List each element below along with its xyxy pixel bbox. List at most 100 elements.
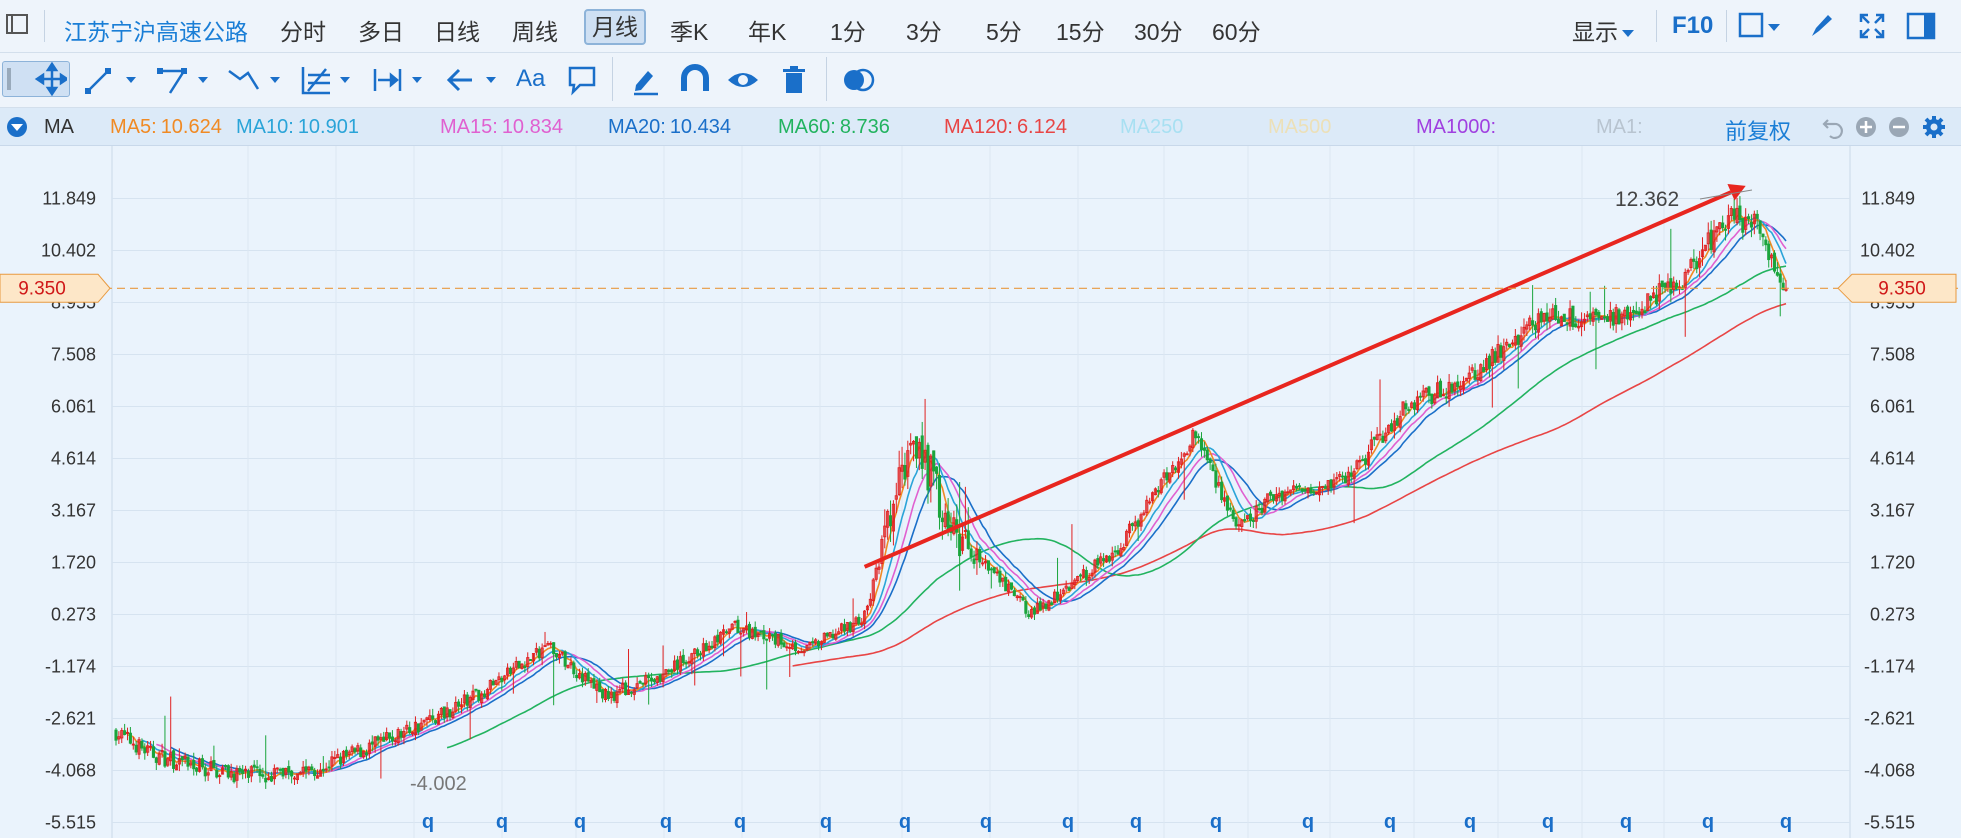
brush-icon[interactable] [1806, 10, 1836, 40]
candle-body [817, 641, 821, 647]
period-tab[interactable]: 月线 [584, 9, 646, 45]
frame-icon[interactable] [1738, 12, 1784, 40]
overlay-tool[interactable] [840, 63, 880, 97]
ma-item[interactable]: MA15: 10.834 [440, 116, 563, 139]
ma-item[interactable]: MA120: 6.124 [944, 116, 1067, 139]
candle-body [1603, 316, 1607, 319]
eye-tool[interactable] [726, 63, 762, 97]
candle-body [909, 442, 913, 446]
candle-body [1597, 311, 1601, 319]
ma-item[interactable]: MA10: 10.901 [236, 116, 359, 139]
magnet-icon [681, 64, 709, 91]
ma-item[interactable]: MA1: [1596, 116, 1647, 139]
candle-body [1194, 431, 1198, 439]
period-tab[interactable]: 分时 [280, 19, 326, 45]
line-tool[interactable] [84, 63, 142, 97]
measure-tool[interactable] [372, 63, 430, 97]
collapse-icon[interactable] [6, 116, 28, 138]
candle-body [601, 689, 605, 699]
candle-body [1637, 311, 1641, 315]
move-tool[interactable] [2, 61, 70, 97]
add-icon[interactable] [1856, 117, 1876, 137]
f10-button[interactable]: F10 [1672, 12, 1714, 39]
ma-item[interactable]: MA5: 10.624 [110, 116, 222, 139]
settings-gear-icon[interactable] [1923, 116, 1945, 138]
candle-body [1669, 278, 1673, 294]
candle-body [624, 682, 628, 696]
remove-icon[interactable] [1889, 117, 1909, 137]
candle-body [1015, 595, 1019, 599]
wave-tool[interactable] [226, 63, 286, 97]
comment-tool[interactable] [566, 63, 600, 97]
candle-body [1617, 309, 1621, 325]
candle-body [1197, 436, 1201, 439]
pen-tool[interactable] [630, 63, 664, 97]
candle-body [837, 631, 841, 635]
period-tab[interactable]: 3分 [906, 19, 942, 45]
candle-body [269, 775, 274, 782]
candle-body [1018, 596, 1022, 599]
fullscreen-icon[interactable] [1858, 12, 1886, 40]
ma-item[interactable]: MA500 [1268, 116, 1335, 139]
candle-body [929, 455, 933, 487]
candle-body [520, 663, 524, 669]
candle-body [661, 673, 665, 682]
candle-body [719, 631, 723, 644]
reset-icon[interactable] [1822, 119, 1843, 139]
candle-body [341, 751, 346, 763]
candle-body [1482, 367, 1486, 373]
candle-body [554, 652, 559, 658]
arrow-tool[interactable] [446, 63, 504, 97]
candle-body [488, 679, 492, 690]
period-tab[interactable]: 日线 [434, 19, 480, 45]
period-tab[interactable]: 15分 [1056, 19, 1105, 45]
ma-item[interactable]: MA60: 8.736 [778, 116, 890, 139]
candle-body [1113, 550, 1117, 553]
candle-body [860, 622, 864, 626]
candle-body [981, 562, 985, 565]
period-tab[interactable]: 周线 [512, 19, 558, 45]
sidebar-toggle-icon[interactable] [6, 14, 28, 34]
candle-body [1248, 513, 1252, 522]
text-tool[interactable]: Aa [516, 65, 546, 92]
candle-body [180, 756, 184, 761]
period-tab[interactable]: 年K [748, 19, 787, 45]
period-tab[interactable]: 多日 [358, 19, 404, 45]
period-tab[interactable]: 5分 [986, 19, 1022, 45]
candle-body [874, 567, 878, 580]
magnet-tool[interactable] [678, 63, 712, 97]
stock-name[interactable]: 江苏宁沪高速公路 [64, 19, 248, 45]
candle-body [1375, 434, 1379, 441]
period-tab[interactable]: 30分 [1134, 19, 1183, 45]
overlay-icon [844, 68, 875, 92]
period-tab[interactable]: 季K [670, 19, 709, 45]
candle-body [1761, 233, 1765, 238]
candle-body [1732, 208, 1736, 220]
period-tab[interactable]: 60分 [1212, 19, 1261, 45]
candle-body [966, 530, 970, 549]
adjust-mode[interactable]: 前复权 [1725, 119, 1792, 144]
ma-indicator-label[interactable]: MA [44, 116, 74, 138]
candle-body [595, 683, 599, 691]
ma-item[interactable]: MA20: 10.434 [608, 116, 731, 139]
price-chart[interactable]: 11.84910.4028.9557.5086.0614.6143.1671.7… [0, 146, 1961, 838]
candle-body [339, 756, 343, 765]
trash-tool[interactable] [778, 63, 812, 97]
candle-body [376, 736, 380, 741]
candle-body [223, 764, 227, 767]
candle-body [128, 732, 132, 744]
polyline-tool[interactable] [156, 63, 214, 97]
ma-item[interactable]: MA250 [1120, 116, 1187, 139]
display-menu[interactable]: 显示 [1572, 13, 1634, 47]
x-marker: q [1062, 811, 1074, 833]
candle-body [1179, 458, 1183, 465]
fib-tool[interactable] [300, 63, 358, 97]
candle-body [1176, 461, 1181, 473]
period-tab[interactable]: 1分 [830, 19, 866, 45]
ma-item[interactable]: MA1000: [1416, 116, 1500, 139]
candle-body [1294, 485, 1299, 489]
candle-body [1384, 432, 1388, 442]
panel-icon[interactable] [1906, 12, 1936, 40]
line-icon [85, 68, 136, 94]
candle-body [618, 688, 622, 693]
